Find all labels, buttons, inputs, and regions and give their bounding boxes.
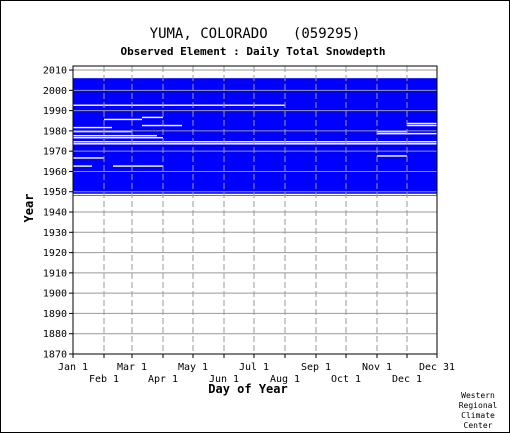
missing-segment bbox=[73, 143, 437, 145]
y-tick-label: 1980 bbox=[43, 126, 67, 137]
missing-segment bbox=[377, 155, 407, 157]
x-tick-label: Apr 1 bbox=[148, 374, 178, 385]
y-tick-label: 1890 bbox=[43, 309, 67, 320]
missing-segment bbox=[73, 126, 112, 129]
missing-segment bbox=[407, 122, 437, 125]
y-tick-label: 1970 bbox=[43, 147, 67, 158]
x-tick-label: Feb 1 bbox=[89, 374, 119, 385]
missing-segment bbox=[377, 130, 407, 133]
missing-segment bbox=[73, 141, 437, 143]
y-tick-label: 2010 bbox=[43, 66, 67, 77]
missing-segment bbox=[73, 104, 285, 106]
x-tick-label: Dec 31 bbox=[419, 362, 455, 373]
x-tick-label: Oct 1 bbox=[331, 374, 361, 385]
data-layer bbox=[73, 78, 437, 196]
y-tick-label: 1950 bbox=[43, 187, 67, 198]
x-tick-label: Jul 1 bbox=[239, 362, 269, 373]
y-tick-label: 1990 bbox=[43, 106, 67, 117]
x-tick-label: Nov 1 bbox=[362, 362, 392, 373]
plot-border bbox=[72, 65, 438, 355]
credit-line: Center bbox=[464, 421, 493, 430]
grid-layer bbox=[73, 65, 437, 355]
chart-subtitle: Observed Element : Daily Total Snowdepth bbox=[121, 45, 386, 58]
y-tick-label: 1880 bbox=[43, 329, 67, 340]
x-tick-label: Dec 1 bbox=[392, 374, 422, 385]
y-tick-label: 1940 bbox=[43, 208, 67, 219]
credit-line: Regional bbox=[459, 401, 498, 410]
axis-layer: 1870 1880 1890 1900 1910 1920 1930 1940 1950 1960… bbox=[43, 65, 455, 385]
y-tick-label: 2000 bbox=[43, 86, 67, 97]
x-tick-label: Sep 1 bbox=[301, 362, 331, 373]
x-tick-label: May 1 bbox=[178, 362, 208, 373]
missing-segment bbox=[407, 124, 437, 127]
missing-segment bbox=[73, 136, 163, 139]
y-tick-label: 1920 bbox=[43, 248, 67, 259]
credit-line: Climate bbox=[461, 411, 495, 420]
missing-segment bbox=[73, 193, 437, 196]
credit-line: Western bbox=[461, 391, 495, 400]
missing-segment bbox=[104, 118, 142, 121]
y-axis-label: Year bbox=[22, 194, 36, 223]
missing-segment bbox=[73, 134, 157, 137]
y-tick-label: 1870 bbox=[43, 350, 67, 361]
y-tick-label: 1960 bbox=[43, 167, 67, 178]
x-axis-label: Day of Year bbox=[208, 382, 287, 396]
x-tick-label: Jan 1 bbox=[58, 362, 88, 373]
missing-segment bbox=[73, 157, 104, 159]
missing-segment bbox=[73, 130, 132, 133]
missing-segment bbox=[142, 124, 182, 127]
x-tick-label: Aug 1 bbox=[270, 374, 300, 385]
y-tick-label: 1900 bbox=[43, 289, 67, 300]
x-tick-label: Jun 1 bbox=[209, 374, 239, 385]
y-tick-label: 1910 bbox=[43, 268, 67, 279]
missing-segment bbox=[113, 165, 163, 167]
chart-title: YUMA, COLORADO (059295) bbox=[150, 26, 361, 42]
missing-segment bbox=[73, 165, 92, 167]
x-tick-label: Mar 1 bbox=[117, 362, 147, 373]
y-tick-label: 1930 bbox=[43, 228, 67, 239]
missing-segment bbox=[142, 116, 163, 119]
